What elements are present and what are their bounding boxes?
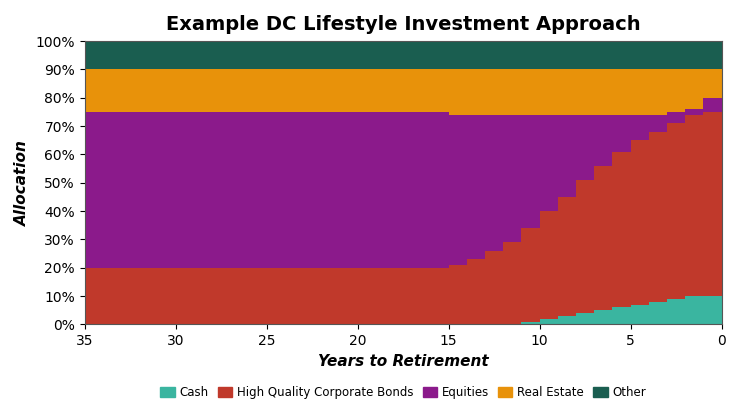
X-axis label: Years to Retirement: Years to Retirement <box>318 354 488 369</box>
Title: Example DC Lifestyle Investment Approach: Example DC Lifestyle Investment Approach <box>166 15 640 34</box>
Legend: Cash, High Quality Corporate Bonds, Equities, Real Estate, Other: Cash, High Quality Corporate Bonds, Equi… <box>156 381 651 404</box>
Y-axis label: Allocation: Allocation <box>15 140 30 226</box>
